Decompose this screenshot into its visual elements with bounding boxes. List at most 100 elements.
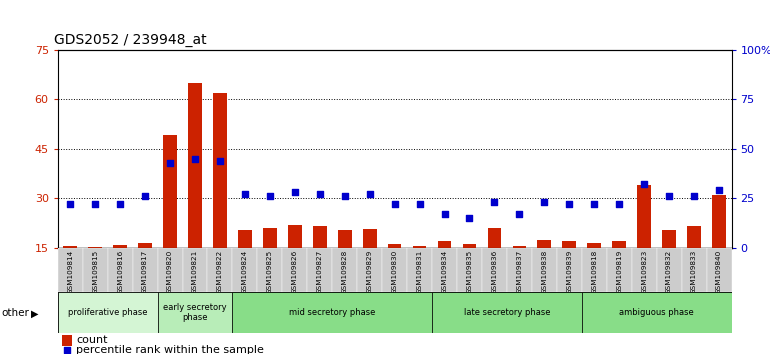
Point — [514, 211, 526, 217]
Bar — [681, 248, 707, 292]
Bar — [557, 248, 582, 292]
Bar — [482, 248, 507, 292]
Point — [289, 189, 301, 195]
Bar — [582, 248, 607, 292]
Text: other: other — [2, 308, 29, 318]
Bar — [163, 136, 177, 248]
Point — [638, 182, 651, 187]
Bar — [263, 228, 276, 248]
Bar — [712, 195, 726, 248]
Text: GSM109826: GSM109826 — [292, 250, 298, 294]
Text: GSM109825: GSM109825 — [267, 250, 273, 294]
Bar — [407, 248, 432, 292]
Bar — [132, 248, 158, 292]
Point — [538, 199, 551, 205]
Bar — [432, 248, 457, 292]
Point — [189, 156, 201, 161]
Bar — [139, 243, 152, 248]
Text: GSM109824: GSM109824 — [242, 250, 248, 294]
Bar — [707, 248, 732, 292]
Bar — [432, 292, 582, 333]
Bar — [182, 248, 207, 292]
Text: GSM109832: GSM109832 — [666, 250, 672, 294]
Point — [464, 215, 476, 221]
Text: GSM109829: GSM109829 — [367, 250, 373, 294]
Point — [613, 201, 625, 207]
Bar — [463, 245, 477, 248]
Point — [488, 199, 500, 205]
Bar — [238, 230, 252, 248]
Point — [64, 201, 76, 207]
Text: early secretory
phase: early secretory phase — [163, 303, 227, 322]
Text: GSM109840: GSM109840 — [716, 250, 722, 294]
Point — [263, 193, 276, 199]
Bar — [687, 226, 701, 248]
Text: late secretory phase: late secretory phase — [464, 308, 551, 317]
Bar — [207, 248, 233, 292]
Text: mid secretory phase: mid secretory phase — [289, 308, 376, 317]
Bar — [62, 335, 72, 346]
Bar — [631, 248, 657, 292]
Point — [339, 193, 351, 199]
Bar — [507, 248, 532, 292]
Text: GSM109814: GSM109814 — [67, 250, 73, 294]
Bar — [582, 292, 732, 333]
Bar — [537, 240, 551, 248]
Point — [413, 201, 426, 207]
Point — [363, 192, 376, 197]
Bar — [338, 230, 352, 248]
Bar — [307, 248, 332, 292]
Text: GSM109828: GSM109828 — [342, 250, 348, 294]
Bar — [513, 246, 526, 248]
Bar — [388, 245, 401, 248]
Text: GDS2052 / 239948_at: GDS2052 / 239948_at — [55, 33, 207, 47]
Point — [563, 201, 575, 207]
Bar — [233, 248, 257, 292]
Bar — [89, 247, 102, 248]
Point — [164, 160, 176, 165]
Bar — [213, 92, 227, 248]
Text: GSM109818: GSM109818 — [591, 250, 598, 294]
Bar — [382, 248, 407, 292]
Bar — [82, 248, 108, 292]
Bar — [313, 226, 326, 248]
Bar — [612, 241, 626, 248]
Text: GSM109822: GSM109822 — [217, 250, 223, 294]
Point — [239, 192, 251, 197]
Point — [663, 193, 675, 199]
Bar — [413, 246, 427, 248]
Text: GSM109839: GSM109839 — [566, 250, 572, 294]
Point — [313, 192, 326, 197]
Bar — [108, 248, 132, 292]
Text: count: count — [76, 335, 108, 345]
Bar — [288, 225, 302, 248]
Text: GSM109815: GSM109815 — [92, 250, 99, 294]
Text: percentile rank within the sample: percentile rank within the sample — [76, 345, 264, 354]
Point — [114, 201, 126, 207]
Text: ambiguous phase: ambiguous phase — [619, 308, 694, 317]
Text: GSM109830: GSM109830 — [392, 250, 397, 294]
Point — [588, 201, 601, 207]
Bar — [158, 292, 233, 333]
Point — [139, 193, 151, 199]
Text: GSM109823: GSM109823 — [641, 250, 647, 294]
Text: GSM109817: GSM109817 — [142, 250, 148, 294]
Bar — [283, 248, 307, 292]
Text: GSM109834: GSM109834 — [441, 250, 447, 294]
Text: GSM109836: GSM109836 — [491, 250, 497, 294]
Bar — [588, 243, 601, 248]
Text: GSM109827: GSM109827 — [316, 250, 323, 294]
Text: GSM109821: GSM109821 — [192, 250, 198, 294]
Bar — [657, 248, 681, 292]
Text: GSM109819: GSM109819 — [616, 250, 622, 294]
Text: proliferative phase: proliferative phase — [68, 308, 147, 317]
Bar — [58, 248, 82, 292]
Text: GSM109820: GSM109820 — [167, 250, 173, 294]
Bar — [363, 229, 377, 248]
Point — [388, 201, 400, 207]
Bar — [113, 245, 127, 248]
Bar — [607, 248, 631, 292]
Text: GSM109833: GSM109833 — [691, 250, 697, 294]
Bar — [487, 228, 501, 248]
Bar — [562, 241, 576, 248]
